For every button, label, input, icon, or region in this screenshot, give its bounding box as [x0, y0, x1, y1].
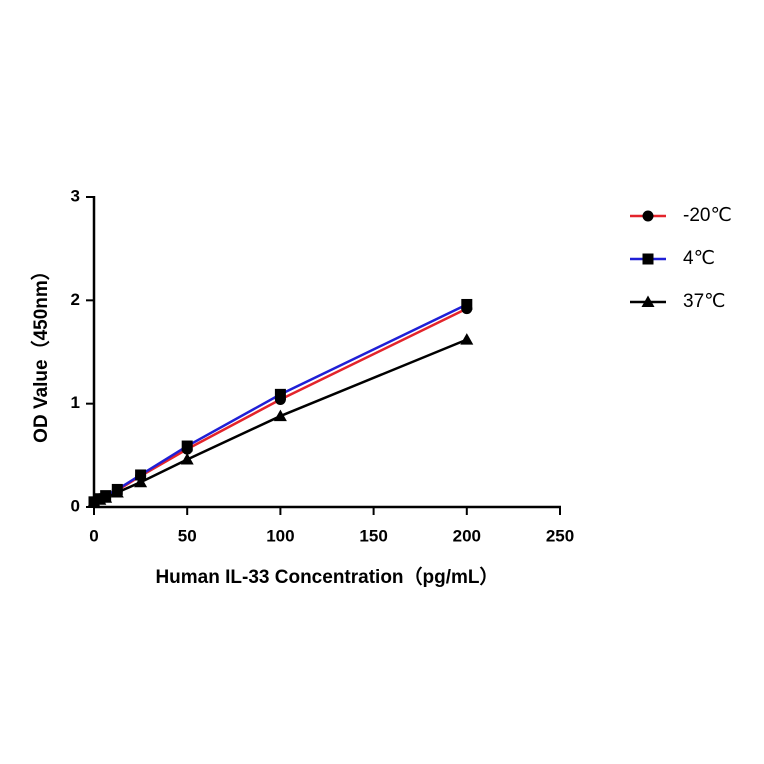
data-point: [460, 333, 474, 345]
y-tick-label: 1: [71, 393, 80, 412]
data-point: [274, 388, 286, 400]
y-tick-label: 0: [71, 496, 80, 515]
legend-marker: [641, 295, 655, 307]
data-point: [181, 440, 193, 452]
legend-label: -20℃: [683, 205, 732, 226]
y-tick-label: 3: [71, 186, 80, 205]
data-point: [135, 469, 147, 481]
x-tick-label: 100: [266, 526, 294, 545]
data-point: [110, 486, 124, 498]
data-point: [180, 452, 194, 465]
x-tick-label: 0: [89, 526, 98, 545]
legend-marker: [642, 210, 654, 222]
y-axis-label: OD Value（450nm）: [29, 261, 52, 443]
data-point: [461, 298, 473, 310]
x-tick-label: 150: [359, 526, 387, 545]
legend-label: 37℃: [683, 291, 725, 312]
legend-marker: [642, 253, 654, 265]
x-axis-label: Human IL-33 Concentration（pg/mL）: [155, 565, 498, 588]
series-line: [93, 307, 468, 503]
x-tick-label: 250: [546, 526, 574, 545]
data-point: [134, 475, 148, 488]
x-tick-label: 200: [453, 526, 481, 545]
legend-label: 4℃: [683, 248, 715, 269]
data-point: [273, 409, 287, 422]
y-tick-label: 2: [71, 290, 80, 309]
x-tick-label: 50: [178, 526, 197, 545]
data-point: [99, 491, 113, 503]
